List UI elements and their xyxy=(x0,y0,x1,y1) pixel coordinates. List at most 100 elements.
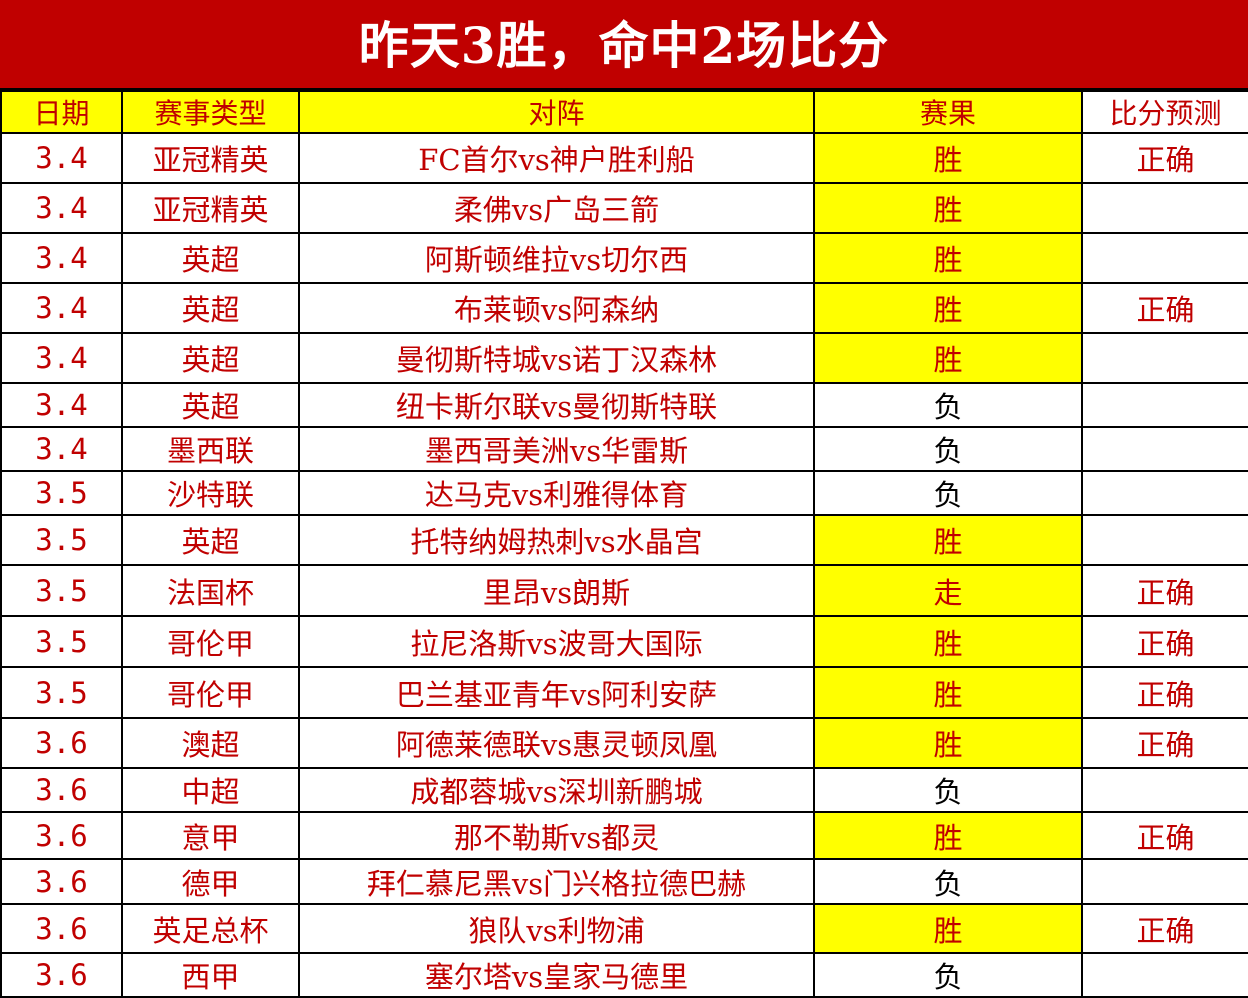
results-table: 日期 赛事类型 对阵 赛果 比分预测 3.4 亚冠精英 FC首尔vs神户胜利船胜正确… xyxy=(0,90,1248,998)
league-cell: 法国杯 xyxy=(121,564,300,617)
match-cell: 达马克vs利雅得体育 xyxy=(298,470,815,516)
league-cell: 中超 xyxy=(121,767,300,813)
league-cell: 英超 xyxy=(121,514,300,566)
table-row: 3.5 英超 托特纳姆热刺vs水晶宫胜 xyxy=(0,514,1248,566)
league-cell: 英超 xyxy=(121,332,300,384)
match-cell: 纽卡斯尔联vs曼彻斯特联 xyxy=(298,382,815,428)
date-cell: 3.5 xyxy=(0,564,123,617)
match-cell: 柔佛vs广岛三箭 xyxy=(298,182,815,234)
result-cell: 胜 xyxy=(813,282,1083,334)
table-row: 3.4 英超 曼彻斯特城vs诺丁汉森林胜 xyxy=(0,332,1248,384)
table-row: 3.6 中超 成都蓉城vs深圳新鹏城负 xyxy=(0,767,1248,813)
score-prediction-cell xyxy=(1081,858,1248,905)
league-cell: 英超 xyxy=(121,282,300,334)
result-cell: 负 xyxy=(813,470,1083,516)
match-cell: 里昂vs朗斯 xyxy=(298,564,815,617)
result-cell: 走 xyxy=(813,564,1083,617)
league-cell: 西甲 xyxy=(121,952,300,998)
league-cell: 哥伦甲 xyxy=(121,615,300,668)
table-row: 3.5 哥伦甲 巴兰基亚青年vs阿利安萨胜正确 xyxy=(0,666,1248,719)
score-prediction-cell: 正确 xyxy=(1081,811,1248,860)
result-cell: 胜 xyxy=(813,232,1083,284)
table-row: 3.5 沙特联 达马克vs利雅得体育负 xyxy=(0,470,1248,516)
result-cell: 胜 xyxy=(813,332,1083,384)
league-cell: 沙特联 xyxy=(121,470,300,516)
date-cell: 3.4 xyxy=(0,382,123,428)
date-cell: 3.6 xyxy=(0,858,123,905)
match-cell: 拉尼洛斯vs波哥大国际 xyxy=(298,615,815,668)
table-row: 3.6 德甲 拜仁慕尼黑vs门兴格拉德巴赫负 xyxy=(0,858,1248,905)
result-cell: 胜 xyxy=(813,811,1083,860)
match-cell: FC首尔vs神户胜利船 xyxy=(298,132,815,184)
match-cell: 狼队vs利物浦 xyxy=(298,903,815,954)
match-cell: 曼彻斯特城vs诺丁汉森林 xyxy=(298,332,815,384)
header-league: 赛事类型 xyxy=(121,90,300,134)
match-cell: 塞尔塔vs皇家马德里 xyxy=(298,952,815,998)
result-cell: 胜 xyxy=(813,666,1083,719)
result-cell: 负 xyxy=(813,952,1083,998)
score-prediction-cell xyxy=(1081,767,1248,813)
league-cell: 亚冠精英 xyxy=(121,182,300,234)
score-prediction-cell xyxy=(1081,952,1248,998)
score-prediction-cell xyxy=(1081,182,1248,234)
score-prediction-cell: 正确 xyxy=(1081,666,1248,719)
result-cell: 胜 xyxy=(813,132,1083,184)
match-cell: 巴兰基亚青年vs阿利安萨 xyxy=(298,666,815,719)
date-cell: 3.5 xyxy=(0,666,123,719)
date-cell: 3.6 xyxy=(0,767,123,813)
score-prediction-cell: 正确 xyxy=(1081,717,1248,769)
table-row: 3.4 英超 布莱顿vs阿森纳胜正确 xyxy=(0,282,1248,334)
league-cell: 亚冠精英 xyxy=(121,132,300,184)
match-cell: 墨西哥美洲vs华雷斯 xyxy=(298,426,815,472)
header-score-prediction: 比分预测 xyxy=(1081,90,1248,134)
score-prediction-cell xyxy=(1081,332,1248,384)
table-row: 3.4 英超 阿斯顿维拉vs切尔西胜 xyxy=(0,232,1248,284)
score-prediction-cell xyxy=(1081,232,1248,284)
league-cell: 哥伦甲 xyxy=(121,666,300,719)
result-cell: 胜 xyxy=(813,903,1083,954)
result-cell: 负 xyxy=(813,858,1083,905)
league-cell: 英足总杯 xyxy=(121,903,300,954)
result-cell: 胜 xyxy=(813,182,1083,234)
score-prediction-cell xyxy=(1081,514,1248,566)
score-prediction-cell: 正确 xyxy=(1081,903,1248,954)
date-cell: 3.5 xyxy=(0,514,123,566)
table-row: 3.6 澳超 阿德莱德联vs惠灵顿凤凰胜正确 xyxy=(0,717,1248,769)
league-cell: 德甲 xyxy=(121,858,300,905)
table-row: 3.6 意甲 那不勒斯vs都灵胜正确 xyxy=(0,811,1248,860)
score-prediction-cell: 正确 xyxy=(1081,615,1248,668)
score-prediction-cell xyxy=(1081,426,1248,472)
match-cell: 那不勒斯vs都灵 xyxy=(298,811,815,860)
table-row: 3.5 法国杯 里昂vs朗斯走正确 xyxy=(0,564,1248,617)
header-row: 日期 赛事类型 对阵 赛果 比分预测 xyxy=(0,90,1248,134)
league-cell: 英超 xyxy=(121,382,300,428)
date-cell: 3.4 xyxy=(0,132,123,184)
page-title: 昨天3胜，命中2场比分 xyxy=(0,0,1248,90)
league-cell: 意甲 xyxy=(121,811,300,860)
result-cell: 胜 xyxy=(813,514,1083,566)
table-row: 3.6 西甲 塞尔塔vs皇家马德里负 xyxy=(0,952,1248,998)
result-cell: 负 xyxy=(813,382,1083,428)
date-cell: 3.4 xyxy=(0,182,123,234)
match-cell: 布莱顿vs阿森纳 xyxy=(298,282,815,334)
date-cell: 3.6 xyxy=(0,717,123,769)
league-cell: 英超 xyxy=(121,232,300,284)
score-prediction-cell xyxy=(1081,470,1248,516)
score-prediction-cell: 正确 xyxy=(1081,132,1248,184)
header-result: 赛果 xyxy=(813,90,1083,134)
date-cell: 3.5 xyxy=(0,615,123,668)
result-cell: 胜 xyxy=(813,615,1083,668)
score-prediction-cell: 正确 xyxy=(1081,564,1248,617)
match-cell: 阿斯顿维拉vs切尔西 xyxy=(298,232,815,284)
league-cell: 墨西联 xyxy=(121,426,300,472)
date-cell: 3.5 xyxy=(0,470,123,516)
match-cell: 拜仁慕尼黑vs门兴格拉德巴赫 xyxy=(298,858,815,905)
result-cell: 负 xyxy=(813,767,1083,813)
league-cell: 澳超 xyxy=(121,717,300,769)
header-date: 日期 xyxy=(0,90,123,134)
date-cell: 3.4 xyxy=(0,426,123,472)
result-cell: 胜 xyxy=(813,717,1083,769)
match-cell: 托特纳姆热刺vs水晶宫 xyxy=(298,514,815,566)
score-prediction-cell: 正确 xyxy=(1081,282,1248,334)
table-row: 3.4 墨西联 墨西哥美洲vs华雷斯负 xyxy=(0,426,1248,472)
